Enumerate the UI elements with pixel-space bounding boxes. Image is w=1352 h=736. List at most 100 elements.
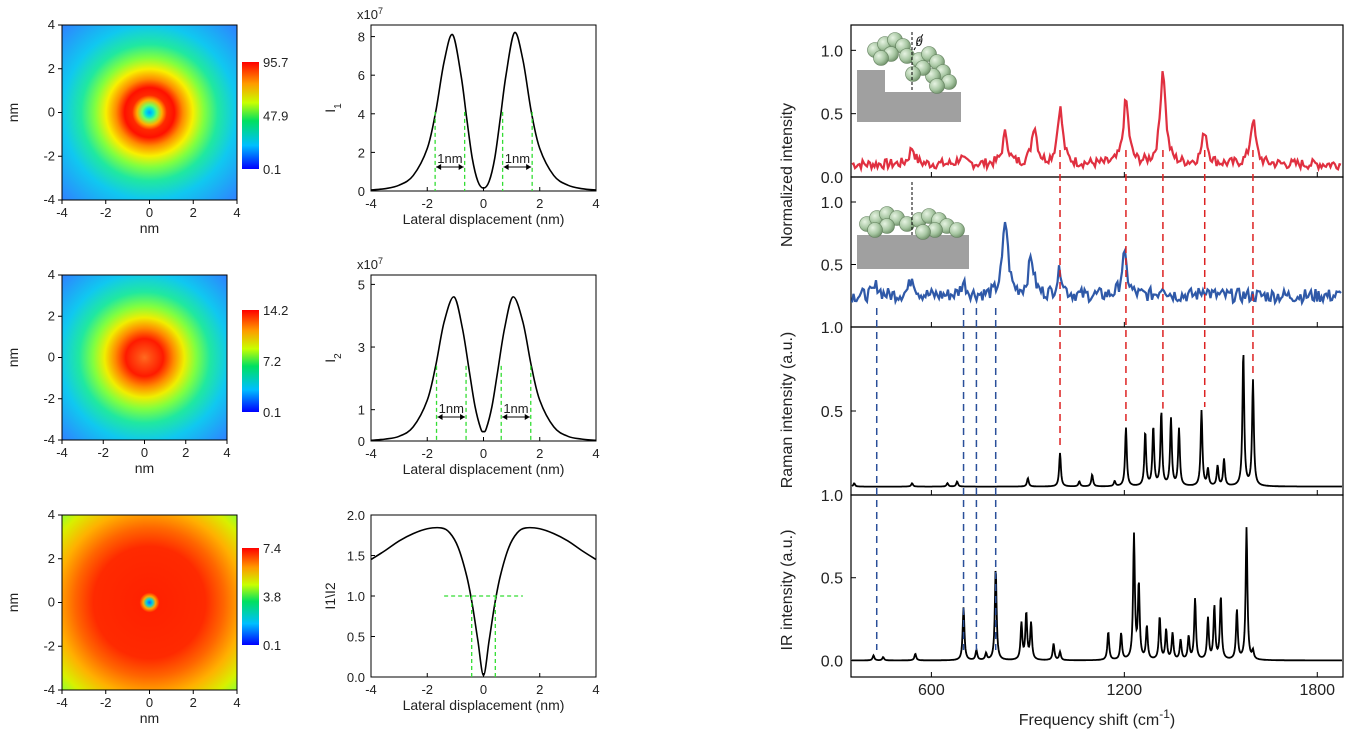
x-tick-label: -4 <box>56 695 68 710</box>
y-tick-label: 0.5 <box>821 258 843 275</box>
y-axis-label: I1 <box>322 103 344 113</box>
axis-exponent-label: x107 <box>357 6 383 22</box>
y-tick-label: 1.0 <box>347 589 365 604</box>
y-tick-label: 0 <box>48 105 55 120</box>
substrate-inset <box>857 235 969 269</box>
heatmap-2 <box>62 275 227 440</box>
substrate-inset <box>857 70 961 122</box>
x-tick-label: 0 <box>146 695 153 710</box>
x-tick-label: 2 <box>536 446 543 461</box>
colorbar-tick-label: 0.1 <box>263 638 281 653</box>
colorbar-tick-label: 14.2 <box>263 303 288 318</box>
y-tick-label: 1.5 <box>347 549 365 564</box>
x-tick-label: 2 <box>182 445 189 460</box>
y-tick-label: 6 <box>358 68 365 83</box>
x-tick-label: 4 <box>233 695 240 710</box>
y-tick-label: 2 <box>48 308 55 323</box>
colorbar-tick-label: 0.1 <box>263 405 281 420</box>
x-axis-label: Lateral displacement (nm) <box>403 211 565 227</box>
profile-curve <box>370 31 597 191</box>
molecule-atom <box>949 222 965 238</box>
y-tick-label: -4 <box>43 682 55 697</box>
colorbar-tick-label: 3.8 <box>263 590 281 605</box>
y-tick-label: 2 <box>48 61 55 76</box>
x-axis-label: nm <box>140 220 159 236</box>
colorbar-tick-label: 7.4 <box>263 541 281 556</box>
x-tick-label: 4 <box>233 205 240 220</box>
x-tick-label: 0 <box>480 446 487 461</box>
colorbar-tick-label: 95.7 <box>263 55 288 70</box>
y-axis-label: IR intensity (a.u.) <box>779 530 796 651</box>
x-tick-label: -4 <box>365 446 377 461</box>
x-tick-label: 2 <box>190 695 197 710</box>
y-tick-label: 0 <box>48 595 55 610</box>
x-axis-label: Frequency shift (cm-1) <box>1019 707 1175 729</box>
x-tick-label: 2 <box>190 205 197 220</box>
y-axis-label: Normalized intensity <box>779 103 796 247</box>
x-tick-label: -4 <box>365 682 377 697</box>
spectrum-red <box>851 71 1342 173</box>
spectrum-frame <box>850 494 1344 678</box>
x-tick-label: -4 <box>56 205 68 220</box>
y-tick-label: -4 <box>43 432 55 447</box>
x-tick-label: 4 <box>223 445 230 460</box>
x-tick-label: 2 <box>536 196 543 211</box>
molecule-atom <box>929 78 945 94</box>
heatmap-3 <box>62 515 237 690</box>
y-tick-label: 0.0 <box>821 653 843 670</box>
y-tick-label: 2.0 <box>347 508 365 523</box>
colorbar-tick-label: 47.9 <box>263 109 288 124</box>
x-tick-label: 0 <box>141 445 148 460</box>
y-tick-label: 0 <box>48 350 55 365</box>
spectrum-blue <box>850 221 1342 307</box>
axis-exponent-label: x107 <box>357 256 383 272</box>
fwhm-label: 1nm <box>505 151 530 166</box>
y-tick-label: 0.5 <box>821 107 843 124</box>
colorbar-tick-label: 7.2 <box>263 354 281 369</box>
colorbar <box>242 310 259 412</box>
y-tick-label: 1 <box>358 403 365 418</box>
y-tick-label: 1.0 <box>821 320 843 337</box>
x-tick-label: 1200 <box>1107 682 1143 699</box>
y-tick-label: 8 <box>358 30 365 45</box>
y-tick-label: 0.5 <box>347 630 365 645</box>
colorbar <box>242 62 259 169</box>
y-tick-label: -2 <box>43 638 55 653</box>
x-tick-label: 0 <box>480 682 487 697</box>
y-tick-label: 0 <box>358 434 365 449</box>
x-tick-label: -2 <box>421 446 433 461</box>
x-tick-label: -4 <box>365 196 377 211</box>
molecule-atom <box>915 224 931 240</box>
fwhm-label: 1nm <box>437 151 462 166</box>
x-tick-label: 2 <box>536 682 543 697</box>
spectrum-frame <box>850 326 1344 496</box>
x-tick-label: 0 <box>480 196 487 211</box>
x-tick-label: 600 <box>918 682 945 699</box>
y-tick-label: 0.0 <box>821 170 843 187</box>
y-axis-label: nm <box>5 348 21 367</box>
y-axis-label: nm <box>5 103 21 122</box>
x-tick-label: -2 <box>97 445 109 460</box>
y-tick-label: 2 <box>358 145 365 160</box>
y-tick-label: 1.0 <box>821 195 843 212</box>
fwhm-label: 1nm <box>439 401 464 416</box>
y-tick-label: 0.5 <box>821 571 843 588</box>
y-axis-label: I1\I2 <box>322 582 338 609</box>
y-tick-label: 0 <box>358 184 365 199</box>
x-tick-label: -4 <box>56 445 68 460</box>
heatmap-1 <box>62 25 237 200</box>
fwhm-label: 1nm <box>503 401 528 416</box>
y-tick-label: 4 <box>48 507 55 522</box>
x-axis-label: Lateral displacement (nm) <box>403 697 565 713</box>
y-axis-label: nm <box>5 593 21 612</box>
y-tick-label: 1.0 <box>821 488 843 505</box>
x-tick-label: -2 <box>421 196 433 211</box>
y-tick-label: 0.0 <box>347 670 365 685</box>
molecule-atom <box>873 50 889 66</box>
x-tick-label: 1800 <box>1299 682 1335 699</box>
tilt-axis <box>913 33 924 51</box>
x-axis-label: Lateral displacement (nm) <box>403 461 565 477</box>
y-tick-label: -4 <box>43 192 55 207</box>
profile-curve <box>370 526 597 677</box>
